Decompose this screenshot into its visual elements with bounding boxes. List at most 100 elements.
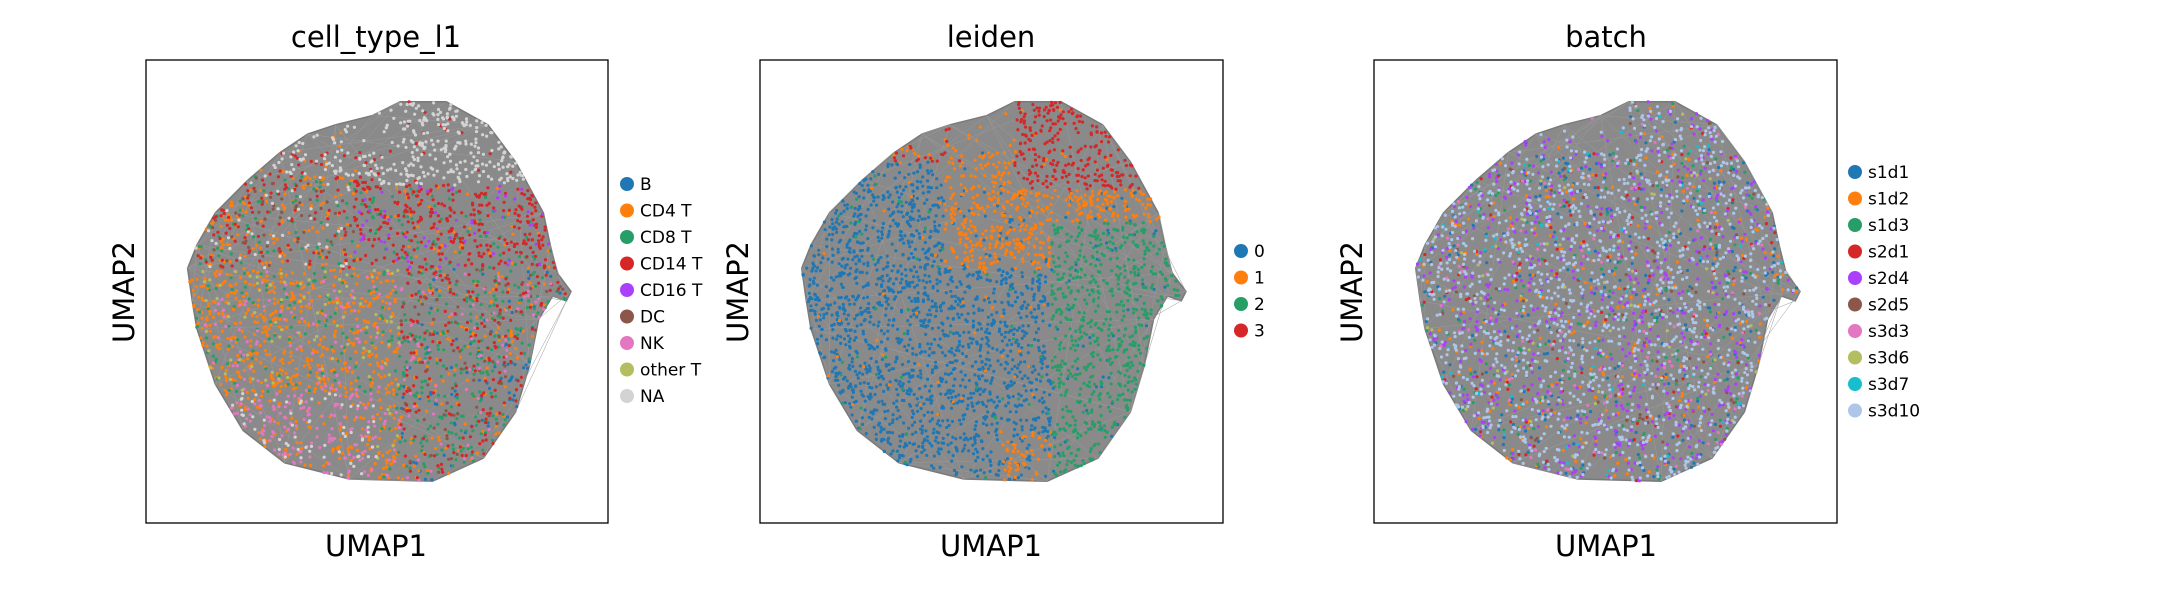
scatter-point <box>850 360 854 364</box>
scatter-point <box>881 221 886 226</box>
scatter-point <box>231 307 236 312</box>
scatter-point <box>874 432 878 436</box>
scatter-point <box>201 270 205 274</box>
scatter-point <box>835 311 840 315</box>
scatter-point <box>852 338 857 342</box>
scatter-point <box>963 290 967 294</box>
scatter-point <box>971 452 976 456</box>
scatter-point <box>417 142 421 146</box>
scatter-point <box>208 224 212 228</box>
scatter-point <box>527 276 531 280</box>
scatter-point <box>284 416 288 420</box>
scatter-point <box>347 452 351 457</box>
scatter-point <box>878 292 882 296</box>
scatter-point <box>952 353 957 357</box>
scatter-point <box>524 290 528 295</box>
scatter-point <box>330 345 334 349</box>
scatter-point <box>420 380 424 384</box>
scatter-point <box>225 272 229 277</box>
scatter-point <box>400 340 404 345</box>
scatter-point <box>915 196 920 200</box>
scatter-point <box>303 463 307 467</box>
scatter-point <box>808 295 812 299</box>
scatter-point <box>317 320 321 324</box>
scatter-point <box>898 185 902 189</box>
scatter-point <box>489 130 493 135</box>
scatter-point <box>296 240 300 244</box>
scatter-point <box>272 420 276 424</box>
scatter-point <box>321 266 325 270</box>
scatter-point <box>208 288 212 292</box>
scatter-point <box>870 417 874 421</box>
scatter-point <box>402 214 406 218</box>
scatter-point <box>919 372 923 376</box>
scatter-point <box>923 318 927 322</box>
scatter-point <box>455 167 459 171</box>
scatter-point <box>218 342 222 346</box>
scatter-point <box>361 326 365 330</box>
scatter-point <box>346 446 350 450</box>
scatter-point <box>491 252 496 256</box>
scatter-point <box>464 167 468 172</box>
scatter-point <box>993 300 997 304</box>
scatter-point <box>375 353 379 357</box>
scatter-point <box>267 337 271 341</box>
scatter-point <box>912 171 916 175</box>
scatter-point <box>959 282 963 286</box>
scatter-point <box>347 473 351 478</box>
scatter-point <box>402 463 406 467</box>
scatter-point <box>518 293 523 297</box>
scatter-point <box>407 414 411 418</box>
scatter-point <box>515 242 519 246</box>
scatter-point <box>503 150 507 154</box>
scatter-point <box>397 332 401 336</box>
scatter-point <box>383 412 387 416</box>
scatter-point <box>534 254 538 258</box>
scatter-point <box>444 139 448 143</box>
scatter-point <box>453 183 457 187</box>
scatter-point <box>1042 400 1046 404</box>
scatter-point <box>217 254 221 258</box>
scatter-point <box>992 291 996 295</box>
scatter-point <box>520 260 524 264</box>
scatter-point <box>268 313 273 317</box>
scatter-point <box>277 447 281 451</box>
scatter-point <box>543 228 547 232</box>
scatter-point <box>444 446 448 450</box>
scatter-point <box>1112 205 1116 209</box>
scatter-point <box>862 381 866 385</box>
scatter-point <box>492 294 496 298</box>
scatter-point <box>378 178 382 182</box>
scatter-point <box>348 357 352 361</box>
scatter-point <box>497 236 501 240</box>
scatter-point <box>363 180 367 184</box>
scatter-point <box>971 404 975 408</box>
scatter-point <box>1044 406 1048 410</box>
scatter-point <box>333 335 337 339</box>
scatter-point <box>420 449 424 453</box>
scatter-point <box>249 339 253 343</box>
scatter-point <box>423 477 427 481</box>
scatter-point <box>452 237 457 241</box>
scatter-point <box>1053 436 1057 440</box>
scatter-point <box>220 249 224 253</box>
scatter-point <box>1039 299 1043 303</box>
scatter-point <box>427 239 431 243</box>
scatter-point <box>425 368 429 372</box>
scatter-point <box>370 275 374 279</box>
scatter-point <box>294 184 298 188</box>
scatter-point <box>335 296 339 300</box>
scatter-point <box>950 350 954 355</box>
scatter-point <box>396 200 400 204</box>
scatter-point <box>249 344 253 348</box>
scatter-point <box>490 317 494 321</box>
scatter-point <box>505 348 509 352</box>
scatter-point <box>850 413 854 417</box>
scatter-point <box>826 294 830 298</box>
scatter-point <box>910 409 915 413</box>
scatter-point <box>286 382 290 386</box>
scatter-point <box>1031 278 1035 282</box>
scatter-point <box>257 399 261 403</box>
scatter-point <box>895 379 899 383</box>
scatter-point <box>426 395 430 399</box>
